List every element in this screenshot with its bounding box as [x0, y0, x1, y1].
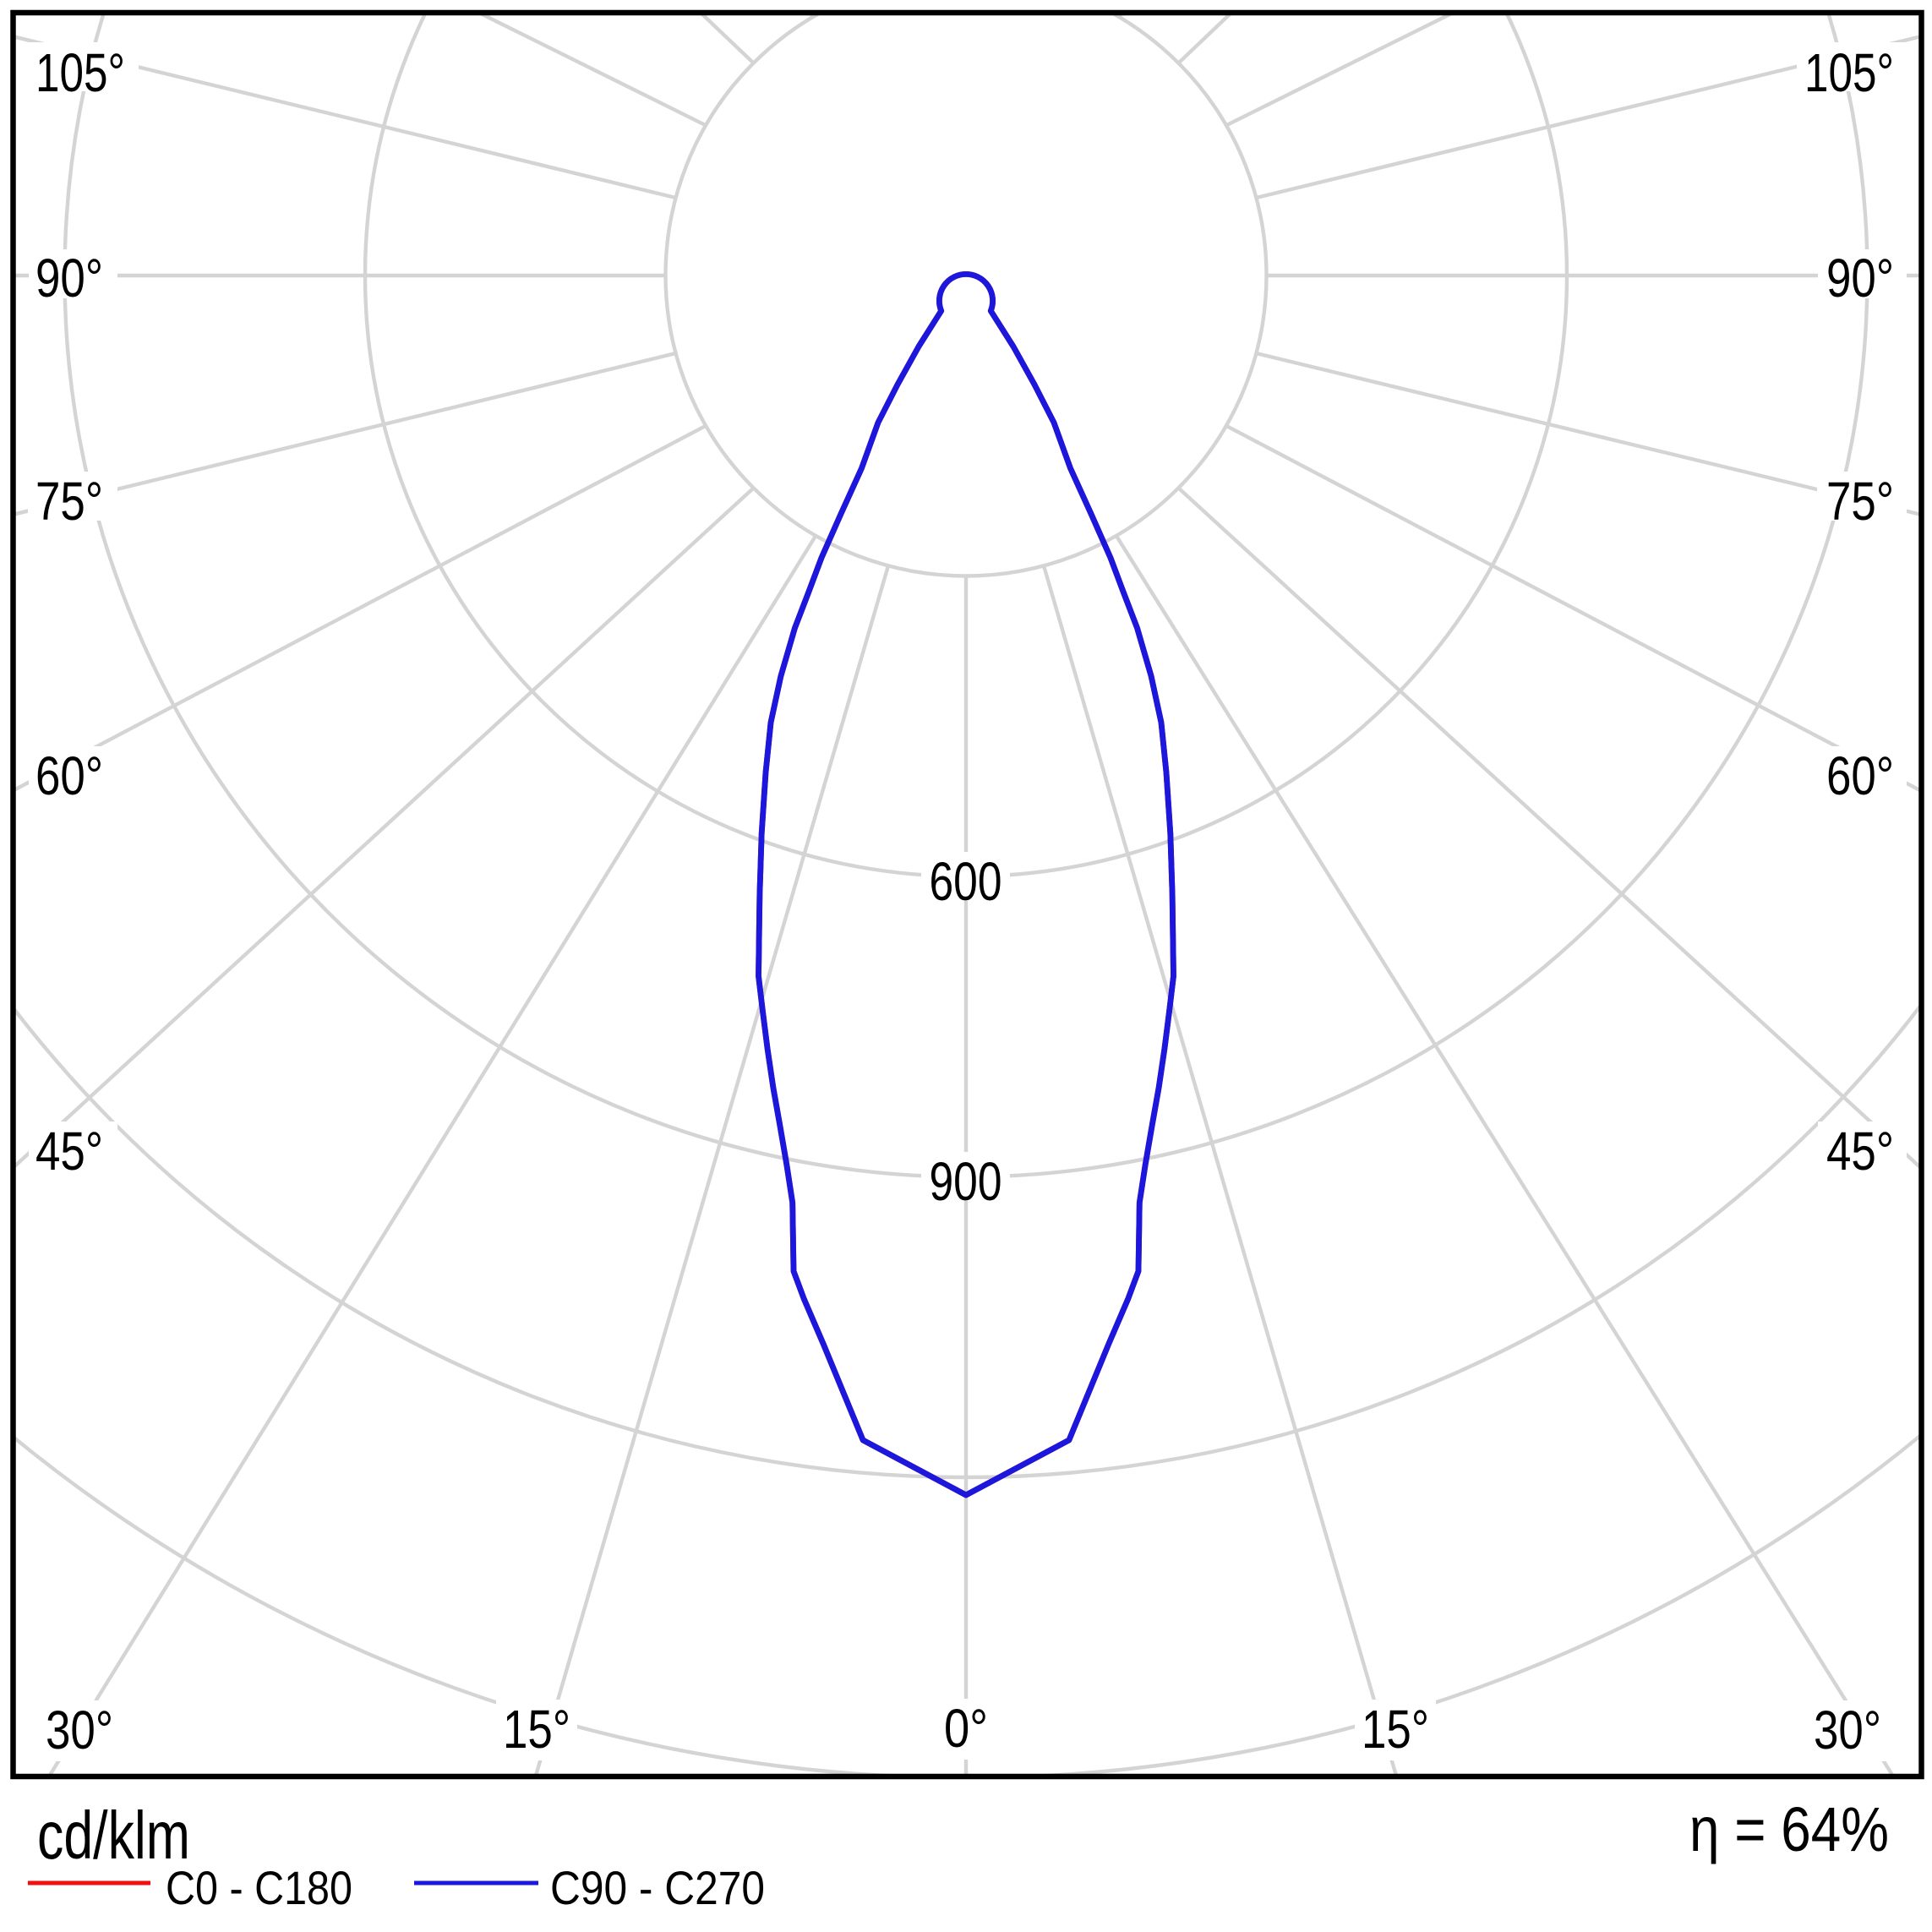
svg-text:75°: 75° [1826, 471, 1894, 532]
svg-text:0°: 0° [944, 1698, 988, 1759]
svg-text:105°: 105° [35, 42, 125, 103]
svg-text:30°: 30° [1814, 1700, 1881, 1760]
svg-text:cd/klm: cd/klm [37, 1798, 190, 1873]
svg-text:75°: 75° [35, 471, 103, 532]
svg-text:45°: 45° [1826, 1121, 1894, 1182]
svg-text:η = 64%: η = 64% [1689, 1794, 1889, 1864]
svg-text:600: 600 [930, 851, 1002, 912]
svg-text:90°: 90° [35, 248, 103, 308]
svg-text:60°: 60° [1826, 745, 1894, 806]
svg-text:C90 - C270: C90 - C270 [550, 1861, 765, 1914]
svg-text:900: 900 [930, 1151, 1002, 1212]
svg-text:15°: 15° [1362, 1699, 1429, 1760]
svg-text:90°: 90° [1826, 248, 1894, 308]
svg-text:15°: 15° [503, 1699, 570, 1760]
svg-text:105°: 105° [1804, 42, 1894, 103]
svg-text:30°: 30° [46, 1700, 113, 1760]
svg-text:45°: 45° [35, 1121, 103, 1182]
svg-text:C0 - C180: C0 - C180 [166, 1861, 352, 1914]
svg-text:60°: 60° [35, 745, 103, 806]
